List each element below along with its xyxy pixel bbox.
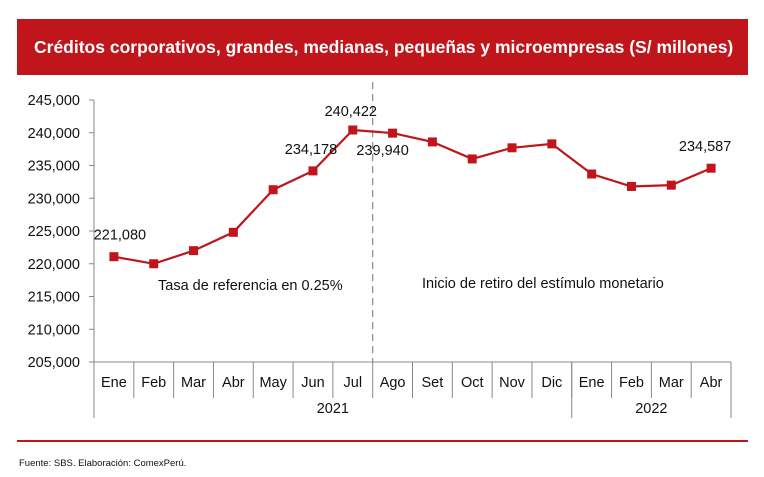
data-label: 239,940	[356, 143, 408, 159]
x-tick-label: Ene	[579, 375, 605, 391]
data-point-marker	[228, 227, 238, 237]
data-point-marker	[706, 163, 716, 173]
data-point-marker	[507, 143, 517, 153]
chart-title: Créditos corporativos, grandes, medianas…	[17, 19, 748, 75]
y-tick-label: 220,000	[28, 257, 80, 273]
y-tick-label: 205,000	[28, 355, 80, 371]
y-tick-label: 215,000	[28, 290, 80, 306]
data-point-marker	[547, 139, 557, 149]
year-label: 2021	[317, 401, 349, 417]
data-point-marker	[268, 185, 278, 195]
footer-rule	[17, 440, 748, 442]
x-tick-label: Abr	[222, 375, 245, 391]
data-point-marker	[666, 180, 676, 190]
source-note: Fuente: SBS. Elaboración: ComexPerú.	[19, 458, 187, 469]
y-tick-label: 240,000	[28, 126, 80, 142]
y-tick-label: 235,000	[28, 159, 80, 175]
y-tick-label: 210,000	[28, 322, 80, 338]
x-tick-label: Feb	[619, 375, 644, 391]
x-tick-label: Mar	[659, 375, 684, 391]
data-point-marker	[388, 128, 398, 138]
y-tick-label: 245,000	[28, 93, 80, 109]
annotation-before-divider: Tasa de referencia en 0.25%	[158, 278, 343, 294]
x-tick-label: Nov	[499, 375, 526, 391]
data-label: 240,422	[325, 104, 377, 120]
y-tick-label: 225,000	[28, 224, 80, 240]
x-tick-label: Set	[422, 375, 444, 391]
x-tick-label: Ago	[380, 375, 406, 391]
data-point-marker	[427, 137, 437, 147]
y-tick-label: 230,000	[28, 191, 80, 207]
data-label: 221,080	[94, 228, 146, 244]
data-point-marker	[587, 169, 597, 179]
annotation-after-divider: Inicio de retiro del estímulo monetario	[422, 276, 664, 292]
x-tick-label: Dic	[541, 375, 562, 391]
data-point-marker	[348, 125, 358, 135]
x-tick-label: Oct	[461, 375, 484, 391]
x-tick-label: Feb	[141, 375, 166, 391]
x-tick-label: May	[259, 375, 287, 391]
data-point-marker	[467, 154, 477, 164]
data-point-marker	[189, 246, 199, 256]
data-point-marker	[109, 252, 119, 262]
data-point-marker	[626, 181, 636, 191]
x-tick-label: Mar	[181, 375, 206, 391]
year-label: 2022	[635, 401, 667, 417]
series-line	[113, 128, 712, 265]
x-tick-label: Abr	[700, 375, 723, 391]
x-tick-label: Jun	[301, 375, 324, 391]
x-tick-label: Ene	[101, 375, 127, 391]
data-label: 234,587	[679, 139, 731, 155]
x-tick-label: Jul	[344, 375, 363, 391]
data-point-marker	[308, 166, 318, 176]
data-label: 234,178	[285, 142, 337, 158]
data-point-marker	[149, 259, 159, 269]
